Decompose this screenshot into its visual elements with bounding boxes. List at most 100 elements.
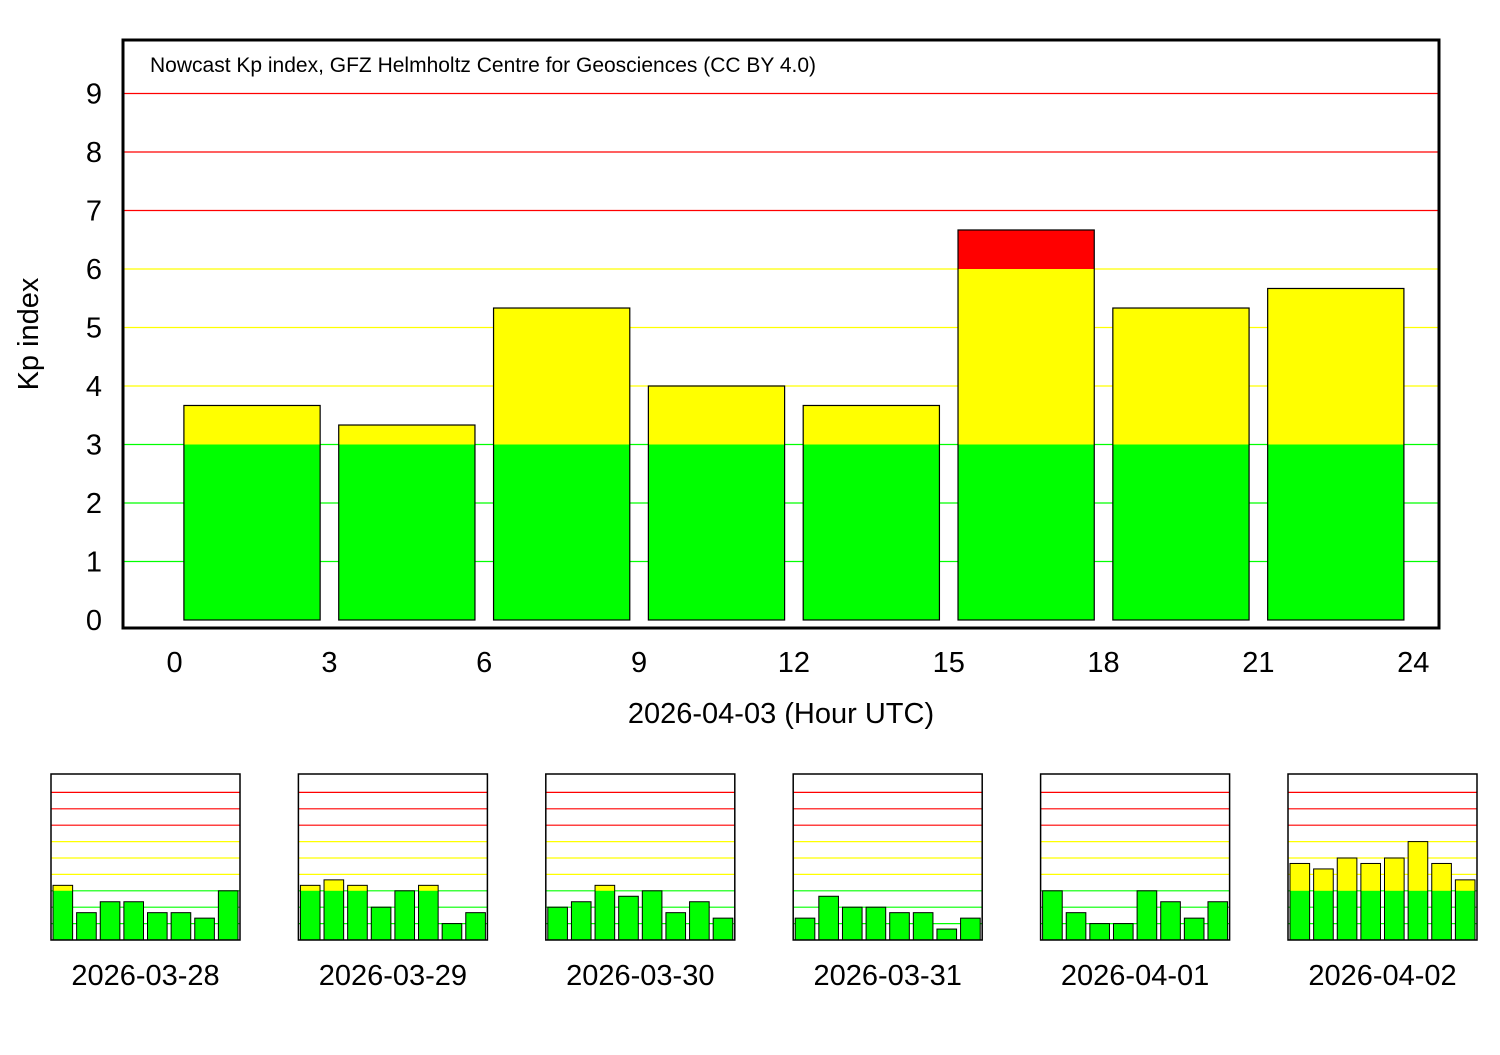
- history-panel-2026-03-28: 2026-03-28: [50, 773, 241, 992]
- daily-history-panels: 2026-03-28 2026-03-29 2026-03-30 2026-03-31…: [50, 773, 1478, 992]
- history-panel-frame: [1287, 773, 1478, 941]
- history-bar-green: [1313, 890, 1334, 940]
- history-bar-green: [889, 912, 910, 940]
- history-bar-green: [100, 901, 120, 940]
- history-bar-yellow: [1455, 879, 1475, 891]
- y-tick-labels: 0 1 2 3 4 5 6 7 8 9: [86, 79, 102, 638]
- bar-green-segment: [648, 444, 785, 620]
- history-bar-yellow: [1360, 863, 1381, 891]
- history-bar-green: [1042, 890, 1063, 940]
- y-tick-label: 1: [86, 547, 102, 579]
- history-bar-green: [347, 890, 368, 940]
- main-bars: [183, 229, 1405, 621]
- history-bar-yellow: [1290, 863, 1310, 891]
- history-bar-green: [1207, 901, 1228, 940]
- history-bar-green: [1066, 912, 1086, 940]
- bar-red-segment: [958, 229, 1095, 269]
- history-bar-green: [53, 890, 73, 940]
- bar-outline: [802, 404, 941, 621]
- bar-2: [492, 307, 631, 621]
- history-bar-yellow: [1337, 858, 1357, 891]
- history-bar-green: [194, 918, 215, 940]
- bar-outline: [647, 385, 786, 621]
- history-bar-green: [394, 890, 415, 940]
- bar-green-segment: [1112, 444, 1250, 620]
- history-bar-green: [123, 901, 144, 940]
- history-bar-yellow: [53, 885, 73, 891]
- x-tick-label: 24: [1397, 647, 1429, 679]
- history-bar-green: [842, 907, 863, 940]
- history-bar-green: [618, 896, 639, 940]
- history-bar-green: [913, 912, 933, 940]
- history-bar-green: [1137, 890, 1157, 940]
- history-bar-green: [371, 907, 391, 940]
- history-bar-green: [547, 907, 568, 940]
- history-date-label: 2026-03-31: [814, 960, 962, 992]
- bar-green-segment: [1267, 444, 1404, 620]
- x-axis-label: 2026-04-03 (Hour UTC): [628, 698, 934, 730]
- history-bar-green: [465, 912, 486, 940]
- history-panel-2026-03-29: 2026-03-29: [297, 773, 489, 992]
- bar-4: [802, 404, 941, 621]
- history-bar-green: [324, 890, 344, 940]
- x-tick-labels: 0 3 6 9 12 15 18 21 24: [167, 647, 1430, 679]
- bar-yellow-segment: [958, 269, 1095, 445]
- history-bar-green: [418, 890, 439, 940]
- bar-green-segment: [958, 444, 1095, 620]
- history-bar-green: [571, 901, 592, 940]
- y-tick-label: 8: [86, 137, 102, 169]
- history-panel-frame: [545, 773, 736, 941]
- bar-outline: [492, 307, 631, 621]
- history-bar-green: [713, 918, 733, 940]
- history-bar-green: [1408, 890, 1428, 940]
- history-panel-2026-03-30: 2026-03-30: [545, 773, 736, 992]
- y-tick-label: 3: [86, 430, 102, 462]
- history-bar-green: [1290, 890, 1310, 940]
- history-bar-yellow: [347, 885, 368, 891]
- bar-green-segment: [493, 444, 630, 620]
- history-bar-yellow: [1313, 868, 1334, 891]
- history-panel-frame: [1039, 773, 1231, 941]
- bar-green-segment: [338, 444, 475, 620]
- bar-outline: [183, 404, 321, 621]
- history-bar-green: [442, 923, 462, 940]
- bar-yellow-segment: [803, 405, 940, 445]
- history-date-label: 2026-03-30: [566, 960, 714, 992]
- bar-6: [1112, 307, 1250, 621]
- x-tick-label: 9: [631, 647, 647, 679]
- history-bar-green: [171, 912, 191, 940]
- x-tick-label: 18: [1087, 647, 1119, 679]
- history-date-label: 2026-03-29: [319, 960, 467, 992]
- y-tick-label: 2: [86, 488, 102, 520]
- history-panel-2026-04-01: 2026-04-01: [1039, 773, 1231, 992]
- y-tick-label: 6: [86, 254, 102, 286]
- bar-outline: [1112, 307, 1250, 621]
- history-bar-green: [76, 912, 97, 940]
- history-panel-frame: [50, 773, 241, 941]
- y-tick-label: 0: [86, 605, 102, 637]
- bar-green-segment: [183, 444, 321, 620]
- y-tick-label: 5: [86, 313, 102, 345]
- y-tick-label: 9: [86, 79, 102, 111]
- x-tick-label: 0: [167, 647, 183, 679]
- bar-yellow-segment: [493, 308, 630, 445]
- history-panel-frame: [297, 773, 489, 941]
- history-bar-green: [936, 929, 957, 940]
- history-date-label: 2026-04-02: [1308, 960, 1456, 992]
- history-bar-green: [300, 890, 321, 940]
- history-date-label: 2026-04-01: [1061, 960, 1209, 992]
- history-bar-green: [1337, 890, 1357, 940]
- bar-yellow-segment: [648, 386, 785, 445]
- main-plot-frame: [121, 38, 1441, 630]
- bar-yellow-segment: [1112, 308, 1250, 445]
- y-axis-label: Kp index: [13, 277, 45, 390]
- bar-outline: [338, 424, 476, 621]
- bar-0: [183, 404, 321, 621]
- history-bar-green: [1089, 923, 1110, 940]
- bar-1: [338, 424, 476, 621]
- history-date-label: 2026-03-28: [71, 960, 219, 992]
- history-bar-green: [689, 901, 710, 940]
- history-bar-yellow: [300, 885, 321, 891]
- history-bar-yellow: [595, 885, 615, 891]
